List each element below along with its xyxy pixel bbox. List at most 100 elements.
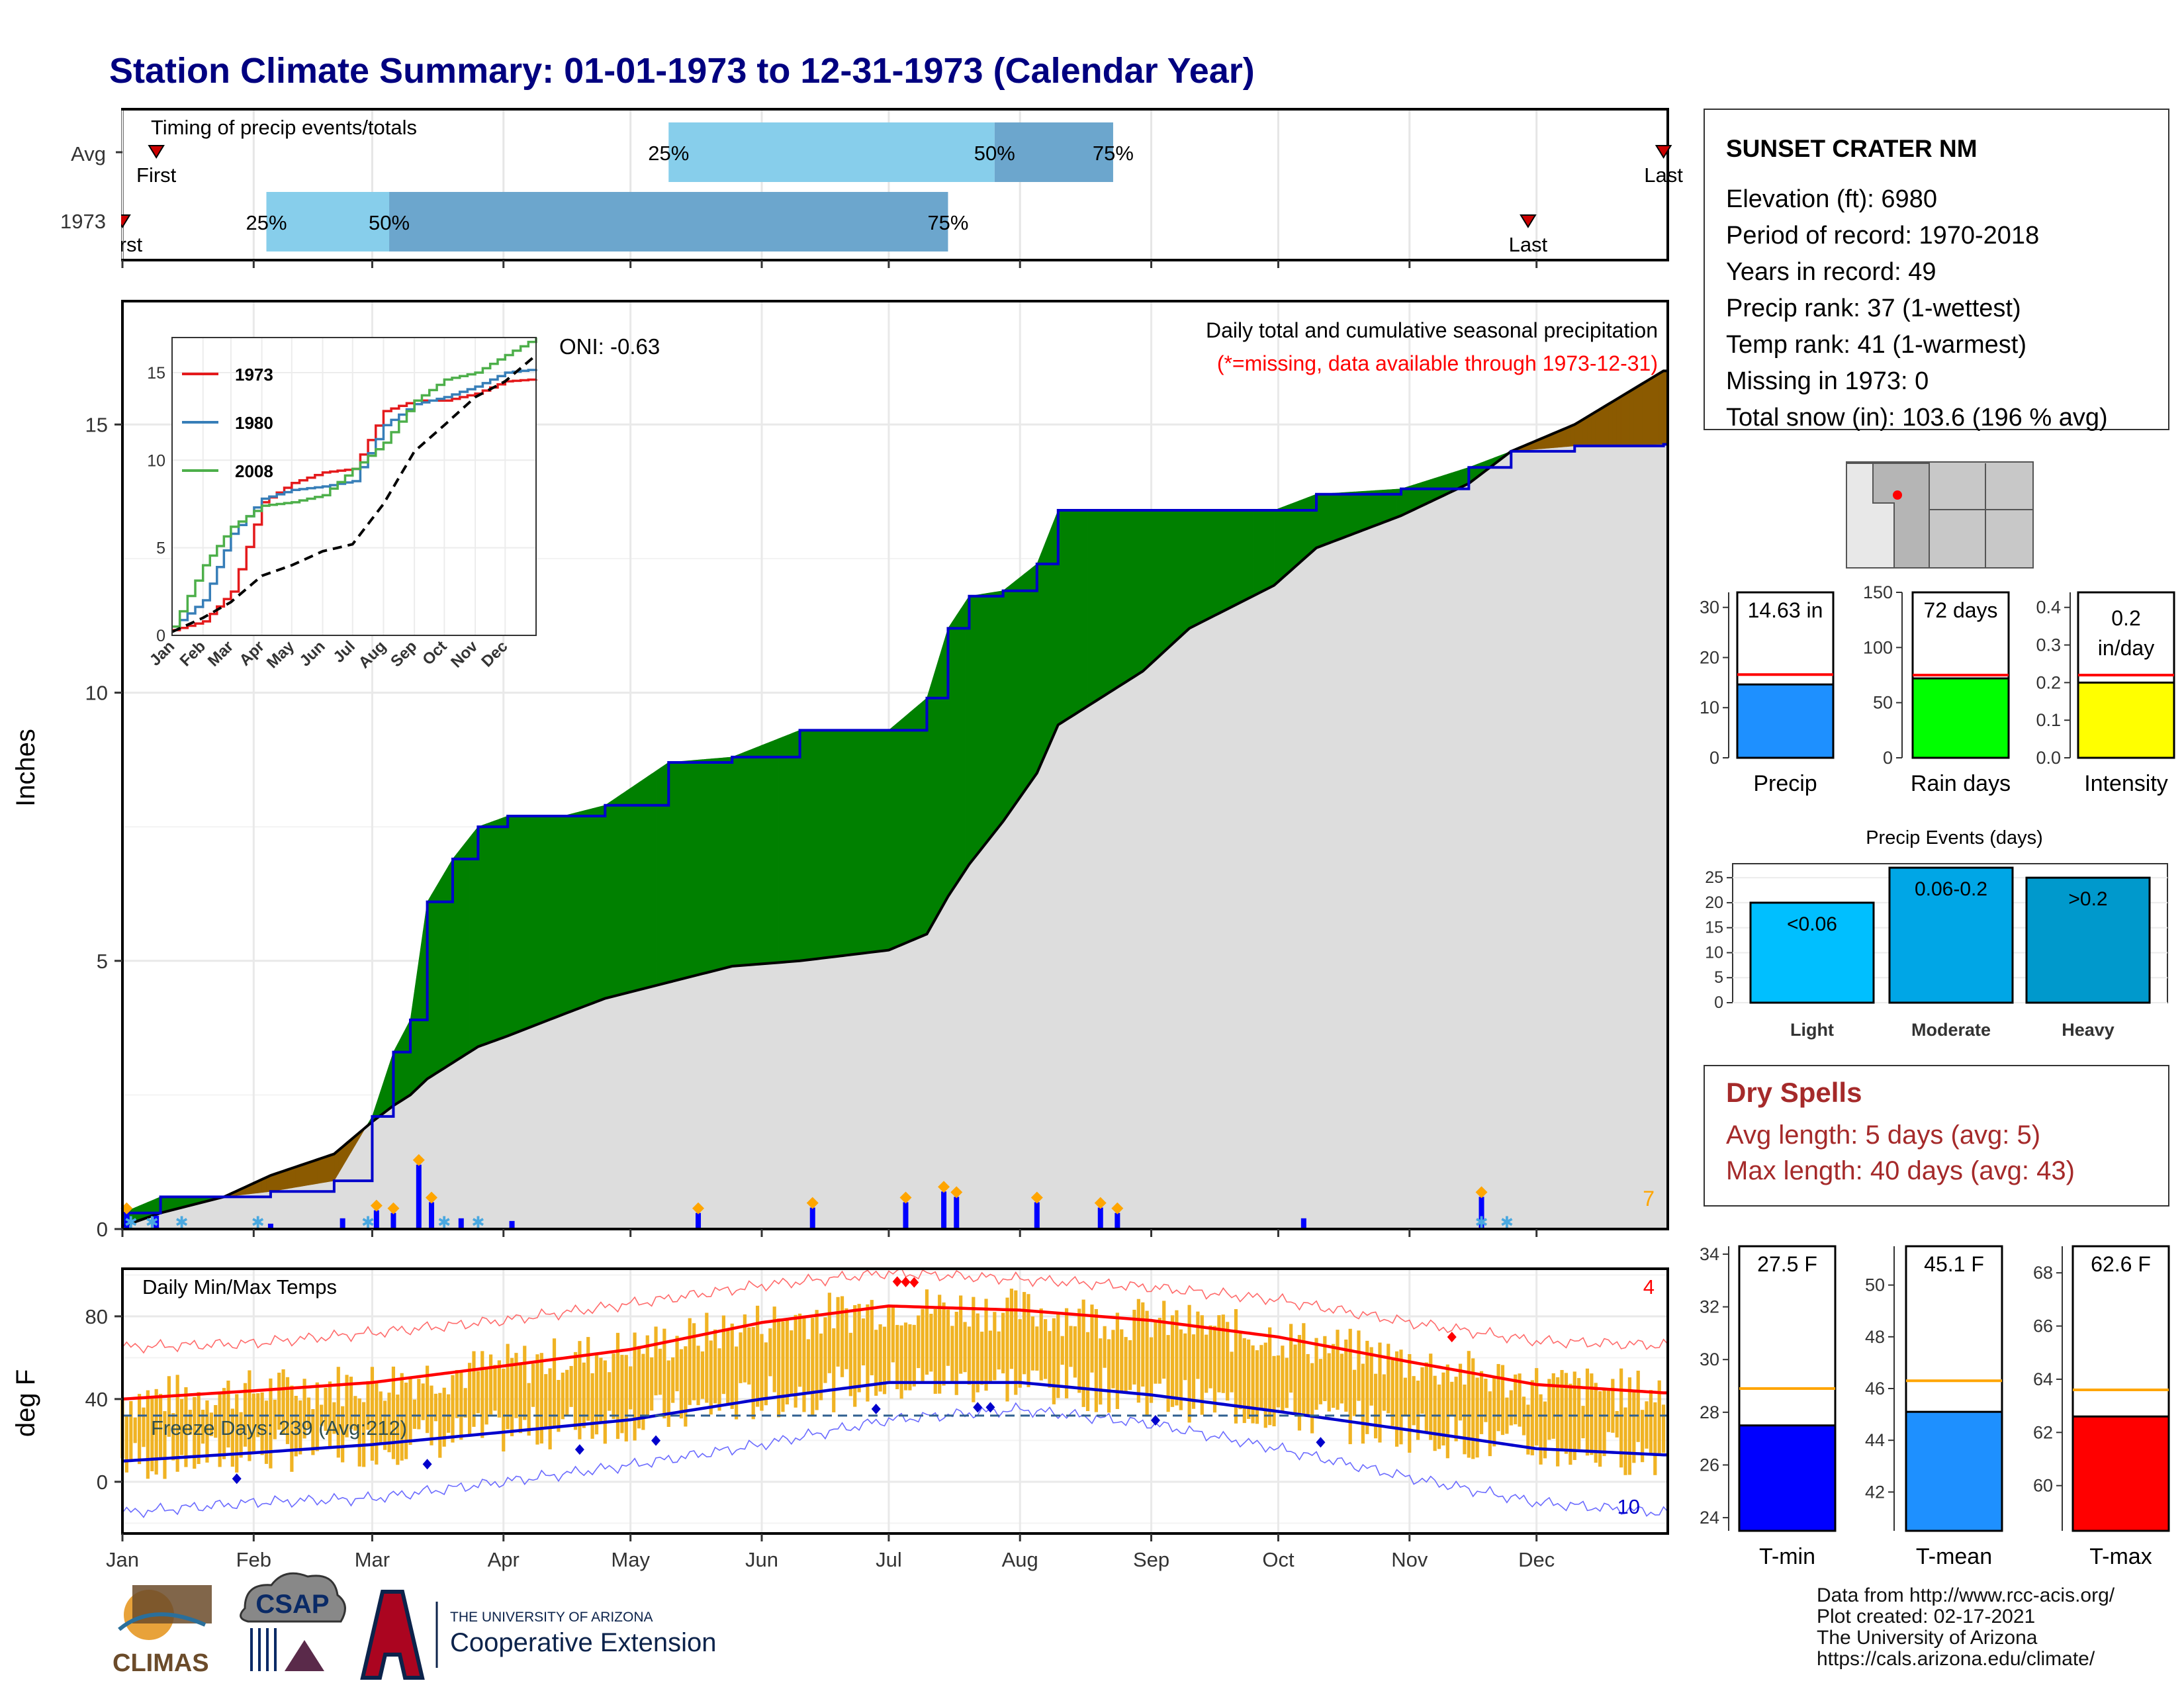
heavy-event-marker xyxy=(412,1154,425,1166)
temp-corner-max: 4 xyxy=(1643,1275,1655,1299)
daily-temp-bar xyxy=(1340,1353,1344,1404)
daily-temp-bar xyxy=(599,1357,603,1422)
above-normal-segment xyxy=(1197,510,1203,625)
daily-temp-bar xyxy=(730,1323,734,1409)
above-normal-segment xyxy=(880,730,885,952)
daily-temp-bar xyxy=(1069,1326,1073,1367)
temp-xtick-label-Dec: Dec xyxy=(1518,1548,1555,1571)
daily-temp-bar xyxy=(124,1416,128,1473)
daily-temp-bar xyxy=(175,1375,179,1472)
daily-temp-bar xyxy=(887,1306,891,1381)
temp-corner-min: 10 xyxy=(1617,1495,1640,1518)
daily-temp-bar xyxy=(1310,1363,1314,1434)
timing-iqr-high-bar xyxy=(994,122,1113,182)
legend-label-1980: 1980 xyxy=(235,413,273,433)
timing-q75-label: 75% xyxy=(927,211,968,234)
above-normal-segment xyxy=(1019,573,1024,798)
daily-temp-bar xyxy=(264,1400,269,1464)
timing-row-avg-label: Avg xyxy=(71,142,106,165)
daily-temp-bar xyxy=(891,1304,895,1363)
above-normal-segment xyxy=(706,758,711,974)
daily-temp-bar xyxy=(1454,1377,1458,1441)
above-normal-segment xyxy=(1282,505,1287,578)
timing-q50-label: 50% xyxy=(974,142,1015,165)
temp-value-bar-t-max xyxy=(2071,1415,2170,1532)
daily-temp-bar xyxy=(666,1360,670,1427)
above-normal-segment xyxy=(1176,510,1181,641)
daily-temp-bar xyxy=(336,1367,340,1458)
dry-spells-frame xyxy=(1704,1065,2169,1207)
above-normal-segment xyxy=(685,760,690,979)
daily-precip-bar xyxy=(903,1202,909,1229)
inset-ytick-label: 15 xyxy=(147,364,165,383)
daily-temp-bar xyxy=(794,1314,797,1408)
daily-temp-bar xyxy=(256,1393,260,1438)
events-tick-label: 10 xyxy=(1705,943,1723,962)
above-normal-segment xyxy=(524,815,529,1030)
temp-tick-label: 42 xyxy=(1865,1482,1885,1502)
daily-temp-bar xyxy=(671,1357,675,1403)
record-low-marker xyxy=(1316,1437,1326,1448)
daily-precip-bar xyxy=(267,1223,273,1229)
daily-temp-bar xyxy=(1479,1371,1484,1434)
daily-temp-bar xyxy=(912,1324,916,1387)
above-normal-segment xyxy=(507,815,512,1036)
above-normal-segment xyxy=(1261,510,1266,592)
events-tick-label: 25 xyxy=(1705,868,1723,887)
daily-temp-bar xyxy=(315,1382,319,1451)
above-normal-segment xyxy=(604,801,610,999)
daily-temp-bar xyxy=(412,1399,417,1429)
daily-temp-bar xyxy=(1560,1369,1564,1450)
daily-temp-bar xyxy=(1048,1331,1052,1388)
below-normal-segment xyxy=(1566,426,1571,447)
above-normal-segment xyxy=(1167,510,1173,649)
daily-temp-bar xyxy=(150,1397,154,1472)
above-normal-segment xyxy=(710,758,715,972)
above-normal-segment xyxy=(554,815,559,1019)
above-normal-segment xyxy=(1273,508,1279,586)
daily-temp-bar xyxy=(709,1340,713,1415)
daily-temp-bar xyxy=(387,1393,391,1453)
snow-marker: ✱ xyxy=(146,1214,159,1232)
timing-label: Timing of precip events/totals xyxy=(151,116,417,139)
above-normal-segment xyxy=(600,805,606,1001)
station-frame xyxy=(1704,109,2169,430)
above-normal-segment xyxy=(1257,510,1262,594)
above-normal-segment xyxy=(575,811,580,1010)
daily-temp-bar xyxy=(1145,1310,1149,1417)
timing-q25-label: 25% xyxy=(648,142,689,165)
above-normal-segment xyxy=(584,809,588,1007)
above-normal-segment xyxy=(689,760,694,978)
daily-temp-bar xyxy=(823,1317,827,1383)
daily-precip-bar xyxy=(809,1207,815,1229)
mini-value-bar-intensity xyxy=(2077,681,2175,759)
above-normal-segment xyxy=(1439,475,1444,498)
below-normal-segment xyxy=(316,1158,322,1184)
below-normal-segment xyxy=(1604,403,1609,446)
above-normal-segment xyxy=(745,750,750,966)
daily-temp-bar xyxy=(1526,1404,1530,1455)
above-normal-segment xyxy=(1181,510,1186,637)
mini-tick-label: 150 xyxy=(1863,582,1893,602)
daily-temp-bar xyxy=(755,1305,760,1407)
events-tick-label: 5 xyxy=(1714,968,1723,987)
daily-temp-bar xyxy=(1085,1332,1090,1412)
daily-temp-bar xyxy=(776,1318,781,1418)
daily-temp-bar xyxy=(324,1387,328,1431)
inset-series-line-2008 xyxy=(172,338,537,628)
daily-temp-bar xyxy=(1619,1368,1623,1468)
above-normal-segment xyxy=(1328,492,1334,543)
timing-first-label: First xyxy=(136,163,177,187)
temp-value-bar-t-mean xyxy=(1905,1410,2003,1532)
daily-temp-bar xyxy=(1217,1315,1221,1393)
daily-precip-bar xyxy=(390,1212,396,1229)
daily-temp-bar xyxy=(1124,1337,1128,1393)
temp-tick-label: 62 xyxy=(2033,1422,2053,1442)
temp-xtick-label-Sep: Sep xyxy=(1133,1548,1169,1571)
daily-temp-bar xyxy=(578,1341,582,1440)
dry-spells-box: Dry Spells Avg length: 5 days (avg: 5) M… xyxy=(1704,1065,2169,1207)
daily-temp-bar xyxy=(743,1314,747,1383)
above-normal-segment xyxy=(846,730,851,956)
above-normal-segment xyxy=(1113,510,1118,691)
daily-temp-bar xyxy=(1369,1347,1373,1406)
